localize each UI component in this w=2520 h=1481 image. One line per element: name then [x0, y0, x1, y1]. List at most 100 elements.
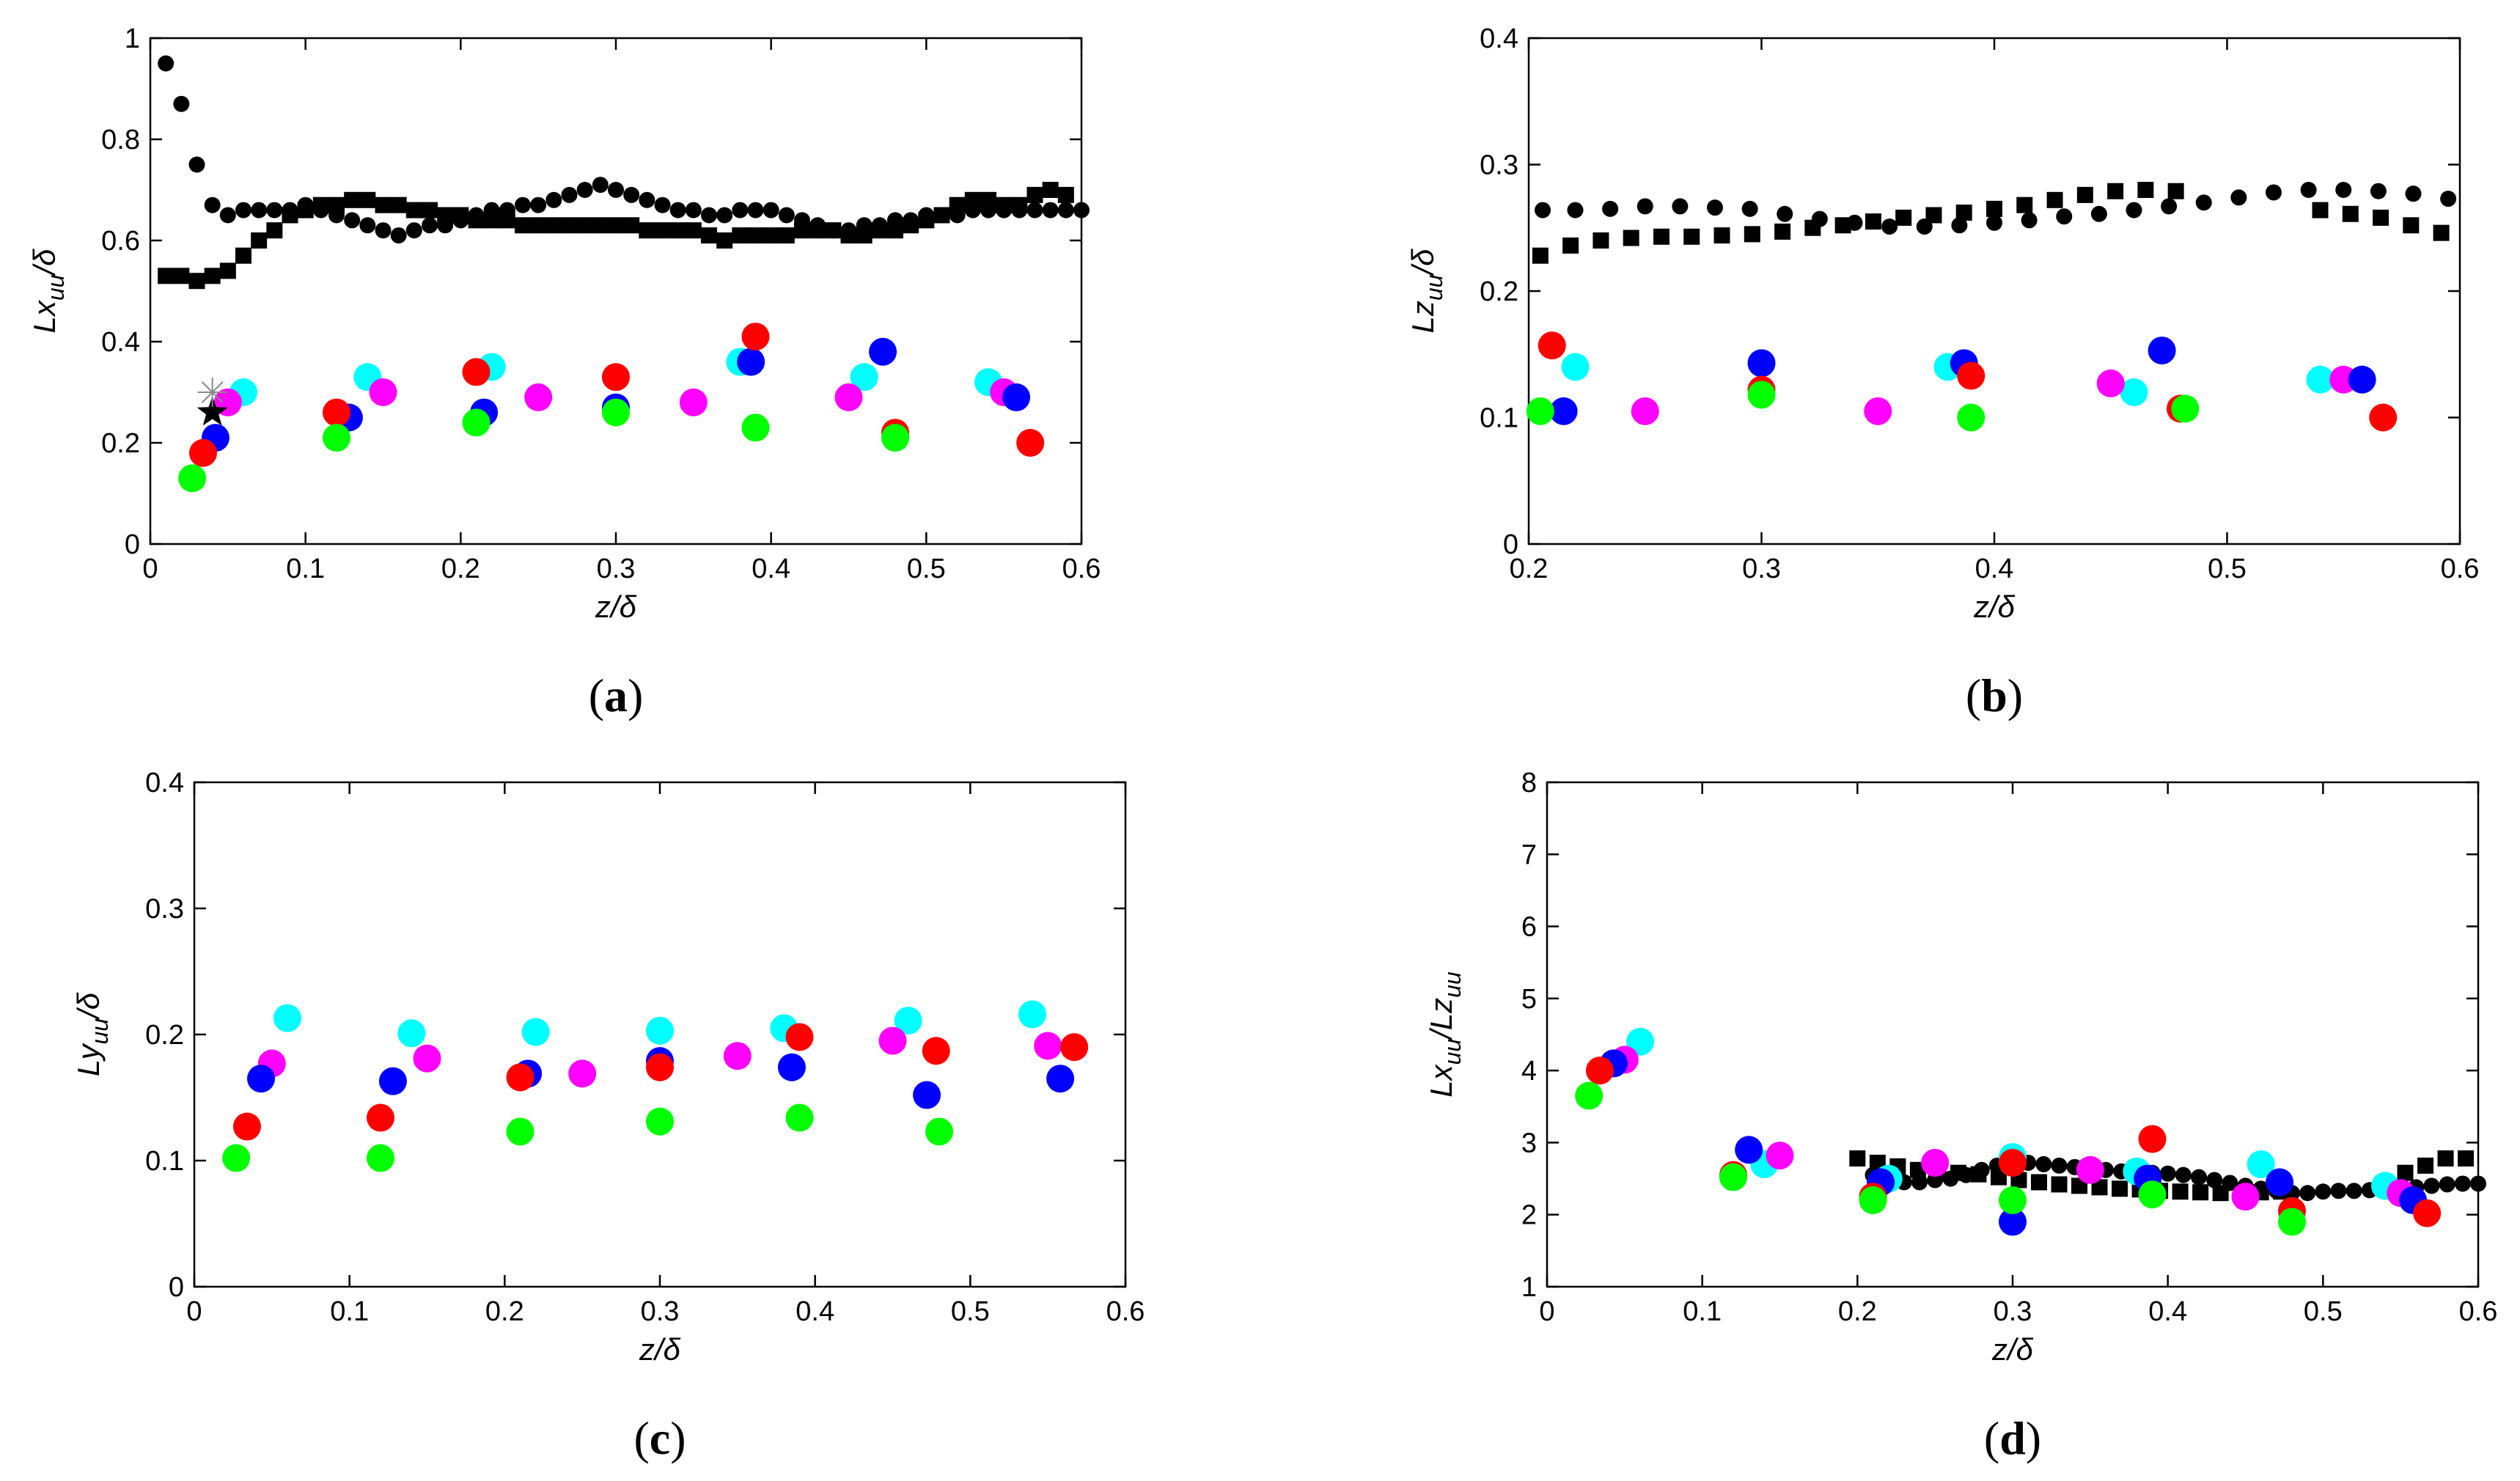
x-tick-label: 0.4: [752, 554, 790, 584]
data-point-cyan: [397, 1019, 426, 1048]
data-point-black-squares: [561, 217, 578, 234]
data-point-black-squares: [1683, 228, 1700, 245]
data-point-black-squares: [1950, 1164, 1966, 1181]
x-tick-label: 0.2: [485, 1296, 524, 1327]
data-point-black-circles: [266, 202, 283, 218]
data-point-black-circles: [2090, 205, 2107, 222]
data-point-black-star: [196, 396, 228, 426]
data-point-black-circles: [716, 207, 733, 224]
data-point-green: [1747, 381, 1776, 409]
data-point-black-circles: [2266, 184, 2282, 201]
data-point-black-squares: [266, 222, 283, 239]
data-point-black-circles: [188, 156, 205, 173]
data-point-black-squares: [1970, 1166, 1987, 1183]
data-point-black-squares: [204, 268, 221, 284]
data-point-black-squares: [763, 227, 779, 244]
x-tick-label: 0.3: [641, 1296, 680, 1327]
y-tick-label: 0.4: [145, 768, 184, 798]
data-point-magenta: [1631, 397, 1659, 425]
y-tick-label: 1: [1521, 1272, 1537, 1303]
data-point-black-circles: [390, 227, 407, 244]
data-point-red: [462, 358, 491, 386]
data-point-black-squares: [716, 232, 733, 249]
data-point-black-circles: [623, 186, 640, 203]
data-point-black-squares: [2192, 1184, 2209, 1201]
data-point-black-circles: [2161, 198, 2178, 215]
data-point-black-squares: [158, 268, 175, 284]
x-tick-label: 0.3: [1994, 1296, 2032, 1327]
data-point-black-circles: [204, 196, 221, 213]
data-point-black-squares: [405, 202, 422, 218]
data-point-black-squares: [530, 217, 547, 234]
data-point-black-circles: [2175, 1166, 2192, 1183]
data-point-black-circles: [2056, 208, 2073, 225]
data-point-black-squares: [2458, 1150, 2475, 1167]
data-point-black-circles: [778, 207, 795, 224]
data-point-black-squares: [1804, 219, 1821, 236]
data-point-green: [1526, 397, 1554, 425]
data-point-red: [506, 1063, 535, 1092]
data-point-black-circles: [1636, 198, 1653, 215]
data-point-black-circles: [1535, 202, 1551, 218]
data-point-black-squares: [2403, 217, 2420, 234]
y-tick-label: 7: [1521, 839, 1537, 870]
data-point-cyan: [894, 1007, 922, 1035]
data-point-magenta: [2076, 1155, 2104, 1184]
data-point-black-circles: [1951, 217, 1968, 234]
data-point-black-circles: [2439, 1176, 2455, 1193]
data-point-blue: [1999, 1208, 2027, 1236]
data-point-black-squares: [2051, 1176, 2068, 1193]
data-point-black-squares: [840, 227, 857, 244]
data-point-black-circles: [2195, 194, 2212, 211]
data-point-red: [1060, 1033, 1089, 1062]
data-point-cyan: [646, 1016, 674, 1045]
data-point-black-squares: [2076, 186, 2093, 203]
data-point-black-squares: [235, 247, 251, 264]
data-point-black-squares: [1593, 232, 1609, 249]
data-point-black-squares: [732, 227, 749, 244]
chart-panel-3: 0 0.1 0.2 0.3 0.4 0.5 0.6 0 0.1 0.2 0.3 0.4 z/δ Lyuu/…: [71, 768, 1145, 1464]
data-point-black-squares: [1834, 217, 1851, 234]
data-point-black-circles: [1073, 202, 1090, 218]
data-point-black-squares: [2433, 224, 2450, 241]
data-point-black-squares: [856, 227, 873, 244]
data-point-red: [2138, 1125, 2167, 1153]
data-point-green: [1859, 1186, 1887, 1215]
data-point-black-squares: [809, 222, 826, 239]
data-point-green: [506, 1117, 535, 1146]
data-point-black-circles: [1057, 202, 1074, 218]
data-point-black-circles: [576, 182, 593, 198]
data-point-black-squares: [918, 212, 935, 229]
data-point-red: [2413, 1199, 2442, 1227]
data-point-black-circles: [1707, 199, 1723, 216]
data-point-black-squares: [1849, 1150, 1866, 1167]
data-point-black-squares: [422, 202, 438, 218]
data-point-black-squares: [825, 222, 842, 239]
data-point-black-circles: [219, 207, 236, 224]
data-point-magenta: [878, 1026, 907, 1055]
data-point-black-circles: [2454, 1175, 2471, 1192]
data-point-black-squares: [1562, 237, 1579, 254]
data-point-cyan: [1561, 353, 1590, 381]
data-point-black-squares: [1990, 1169, 2007, 1186]
data-point-black-squares: [701, 227, 717, 244]
data-point-black-circles: [235, 202, 251, 218]
data-point-black-circles: [639, 191, 655, 208]
data-point-green: [881, 424, 909, 452]
y-tick-label: 1: [125, 23, 140, 54]
plot-frame: [1527, 37, 2461, 545]
y-tick-label: 2: [1521, 1200, 1537, 1231]
data-point-black-circles: [747, 202, 764, 218]
data-point-red: [323, 398, 350, 427]
x-tick-label: 0.1: [286, 554, 325, 584]
data-point-black-circles: [1741, 200, 1758, 217]
data-point-blue: [378, 1067, 407, 1095]
data-point-black-circles: [545, 191, 562, 208]
data-point-black-squares: [499, 212, 515, 229]
data-point-green: [323, 424, 350, 452]
y-tick-label: 0: [169, 1272, 184, 1303]
data-point-red: [1585, 1056, 1614, 1085]
data-point-black-squares: [2417, 1157, 2434, 1174]
x-axis-label: z/δ: [639, 1332, 681, 1367]
